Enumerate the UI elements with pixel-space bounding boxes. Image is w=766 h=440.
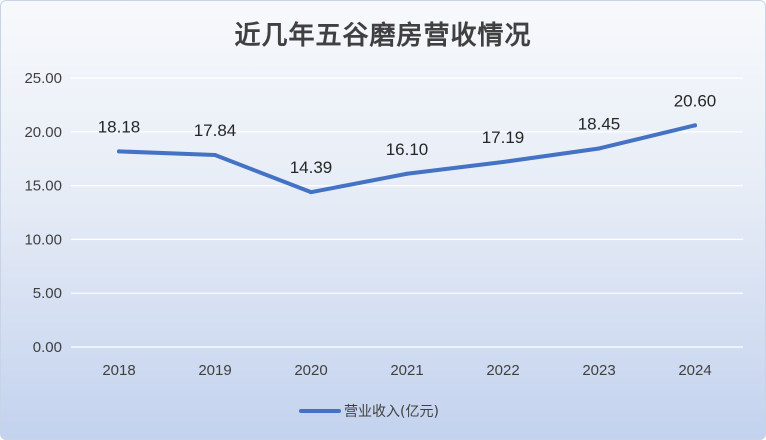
x-tick-label: 2020 xyxy=(294,362,327,379)
legend-label: 营业收入(亿元) xyxy=(344,404,439,420)
x-tick-label: 2022 xyxy=(486,362,519,379)
y-tick-label: 25.00 xyxy=(24,70,62,87)
y-tick-label: 15.00 xyxy=(24,178,62,195)
legend: 营业收入(亿元) xyxy=(299,404,439,420)
data-point xyxy=(309,190,313,195)
y-axis-ticks: 0.00 5.00 10.00 15.00 20.00 25.00 xyxy=(24,70,62,356)
data-point xyxy=(597,146,601,151)
y-tick-label: 10.00 xyxy=(24,231,62,248)
data-label: 20.60 xyxy=(674,91,717,110)
gridlines xyxy=(71,77,743,348)
data-point xyxy=(213,153,217,158)
data-labels: 18.18 17.84 14.39 16.10 17.19 18.45 20.60 xyxy=(98,91,717,177)
y-tick-label: 5.00 xyxy=(33,285,62,302)
x-tick-label: 2018 xyxy=(102,362,135,379)
y-tick-label: 20.00 xyxy=(24,124,62,141)
data-label: 14.39 xyxy=(290,158,333,177)
x-tick-label: 2021 xyxy=(390,362,423,379)
x-axis-ticks: 2018 2019 2020 2021 2022 2023 2024 xyxy=(102,362,711,379)
data-label: 16.10 xyxy=(386,140,429,159)
data-label: 18.18 xyxy=(98,117,141,136)
x-tick-label: 2023 xyxy=(582,362,615,379)
data-label: 17.84 xyxy=(194,121,237,140)
data-point xyxy=(501,160,505,165)
data-point xyxy=(117,149,121,154)
y-tick-label: 0.00 xyxy=(33,339,62,356)
data-label: 18.45 xyxy=(578,114,621,133)
x-tick-label: 2024 xyxy=(678,362,711,379)
series-lines xyxy=(117,123,697,195)
x-tick-label: 2019 xyxy=(198,362,231,379)
chart-title: 近几年五谷磨房营收情况 xyxy=(234,21,532,51)
data-point xyxy=(693,123,697,128)
data-label: 17.19 xyxy=(482,128,525,147)
data-point xyxy=(405,171,409,176)
